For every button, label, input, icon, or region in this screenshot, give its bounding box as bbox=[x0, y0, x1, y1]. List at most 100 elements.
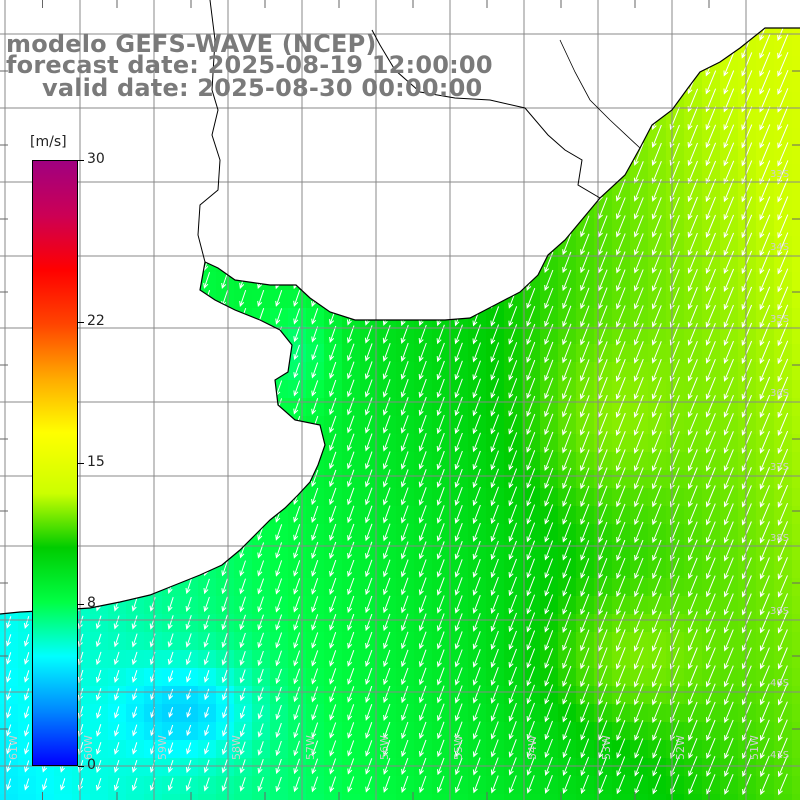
wind-arrow bbox=[95, 615, 102, 630]
field-cell bbox=[162, 452, 181, 471]
wind-arrow bbox=[239, 651, 246, 666]
field-cell bbox=[486, 434, 505, 453]
field-cell bbox=[522, 542, 541, 561]
wind-arrow bbox=[706, 557, 716, 580]
wind-arrow bbox=[418, 541, 427, 560]
wind-arrow bbox=[759, 304, 771, 329]
field-cell bbox=[738, 164, 757, 183]
wind-arrow bbox=[113, 489, 120, 504]
wind-arrow bbox=[131, 398, 138, 415]
field-cell bbox=[504, 668, 523, 687]
wind-arrow bbox=[23, 201, 30, 216]
field-cell bbox=[558, 326, 577, 345]
field-cell bbox=[702, 56, 721, 75]
wind-arrow bbox=[347, 595, 355, 614]
wind-arrow bbox=[419, 775, 427, 794]
wind-arrow bbox=[6, 598, 12, 611]
field-cell bbox=[468, 272, 487, 291]
field-cell bbox=[558, 416, 577, 435]
field-cell bbox=[558, 110, 577, 129]
wind-arrow bbox=[723, 575, 734, 598]
field-cell bbox=[594, 28, 613, 39]
wind-arrow bbox=[23, 489, 30, 504]
field-cell bbox=[252, 218, 271, 237]
wind-arrow bbox=[5, 507, 12, 522]
field-cell bbox=[648, 218, 667, 237]
field-cell bbox=[216, 110, 235, 129]
wind-arrow bbox=[418, 288, 427, 309]
wind-arrow bbox=[311, 560, 319, 577]
field-cell bbox=[234, 488, 253, 507]
field-cell bbox=[126, 290, 145, 309]
wind-arrow bbox=[508, 414, 518, 435]
field-cell bbox=[612, 542, 631, 561]
wind-arrow bbox=[311, 776, 319, 793]
field-cell bbox=[414, 776, 433, 795]
wind-arrow bbox=[347, 541, 355, 560]
wind-arrow bbox=[723, 521, 734, 544]
field-cell bbox=[522, 236, 541, 255]
field-cell bbox=[630, 578, 649, 597]
field-cell bbox=[486, 650, 505, 669]
field-cell bbox=[342, 128, 361, 147]
field-cell bbox=[360, 416, 379, 435]
field-cell bbox=[324, 272, 343, 291]
wind-arrow bbox=[436, 541, 445, 560]
field-cell bbox=[144, 740, 163, 759]
field-cell bbox=[720, 56, 739, 75]
field-cell bbox=[468, 200, 487, 219]
wind-arrow bbox=[705, 449, 716, 472]
field-cell bbox=[378, 362, 397, 381]
field-cell bbox=[612, 578, 631, 597]
wind-arrow bbox=[185, 109, 193, 128]
wind-arrow bbox=[454, 270, 463, 291]
wind-arrow bbox=[508, 125, 518, 148]
wind-arrow bbox=[364, 343, 373, 362]
field-cell bbox=[162, 164, 181, 183]
field-cell bbox=[540, 488, 559, 507]
colorbar-tick-mark bbox=[78, 160, 84, 161]
wind-arrow bbox=[23, 237, 30, 252]
wind-arrow bbox=[526, 775, 535, 794]
field-cell bbox=[594, 596, 613, 615]
wind-arrow bbox=[598, 540, 608, 561]
field-cell bbox=[252, 452, 271, 471]
wind-arrow bbox=[418, 144, 427, 165]
field-cell bbox=[504, 326, 523, 345]
wind-arrow bbox=[24, 724, 30, 737]
wind-arrow bbox=[347, 451, 355, 470]
field-cell bbox=[720, 308, 739, 327]
wind-arrow bbox=[203, 470, 210, 487]
field-cell bbox=[666, 614, 685, 633]
field-cell bbox=[252, 776, 271, 795]
field-cell bbox=[378, 200, 397, 219]
field-cell bbox=[126, 470, 145, 489]
field-cell bbox=[270, 200, 289, 219]
field-cell bbox=[234, 236, 253, 255]
wind-arrow bbox=[113, 669, 120, 683]
field-cell bbox=[216, 542, 235, 561]
wind-arrow bbox=[383, 667, 391, 686]
field-cell bbox=[666, 542, 685, 561]
wind-arrow bbox=[239, 181, 247, 200]
field-cell bbox=[180, 524, 199, 543]
wind-arrow bbox=[741, 214, 753, 239]
field-cell bbox=[414, 488, 433, 507]
wind-arrow bbox=[688, 719, 698, 742]
wind-arrow bbox=[580, 503, 590, 525]
field-cell bbox=[234, 164, 253, 183]
field-cell bbox=[540, 110, 559, 129]
field-cell bbox=[738, 92, 757, 111]
field-cell bbox=[558, 704, 577, 723]
field-cell bbox=[414, 290, 433, 309]
field-cell bbox=[414, 200, 433, 219]
wind-arrow bbox=[580, 467, 590, 490]
field-cell bbox=[414, 722, 433, 741]
wind-arrow bbox=[311, 523, 319, 541]
field-cell bbox=[0, 632, 19, 651]
field-cell bbox=[522, 344, 541, 363]
field-cell bbox=[126, 110, 145, 129]
wind-arrow bbox=[616, 720, 626, 741]
wind-arrow bbox=[239, 669, 246, 684]
field-cell bbox=[648, 38, 667, 57]
